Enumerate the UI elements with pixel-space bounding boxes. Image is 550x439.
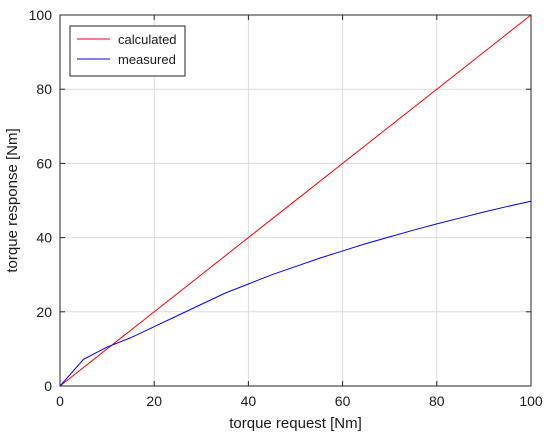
grid-lines — [60, 15, 531, 386]
y-tick-label: 40 — [36, 230, 52, 246]
axis-ticks — [59, 14, 532, 387]
y-tick-label: 100 — [29, 7, 53, 23]
y-tick-label: 80 — [36, 81, 52, 97]
x-tick-label: 100 — [519, 393, 543, 409]
legend-label-measured: measured — [118, 52, 176, 67]
y-tick-label: 60 — [36, 155, 52, 171]
legend-box — [69, 25, 186, 77]
plot-lines — [59, 14, 532, 387]
axes-frame — [59, 14, 532, 387]
legend: calculated measured — [69, 25, 186, 77]
x-tick-label: 60 — [335, 393, 351, 409]
x-axis-label: torque request [Nm] — [229, 415, 362, 432]
x-tick-label: 0 — [56, 393, 64, 409]
y-tick-label: 20 — [36, 304, 52, 320]
y-tick-label: 0 — [44, 378, 52, 394]
x-tick-label: 40 — [241, 393, 257, 409]
series-line-calculated — [59, 14, 532, 387]
tick-labels: 0 20 40 60 80 100 0 20 40 60 80 100 — [29, 7, 543, 409]
series-line-measured — [59, 200, 532, 387]
x-tick-label: 80 — [429, 393, 445, 409]
legend-label-calculated: calculated — [118, 32, 177, 47]
x-tick-label: 20 — [146, 393, 162, 409]
y-axis-label: torque response [Nm] — [4, 128, 21, 272]
